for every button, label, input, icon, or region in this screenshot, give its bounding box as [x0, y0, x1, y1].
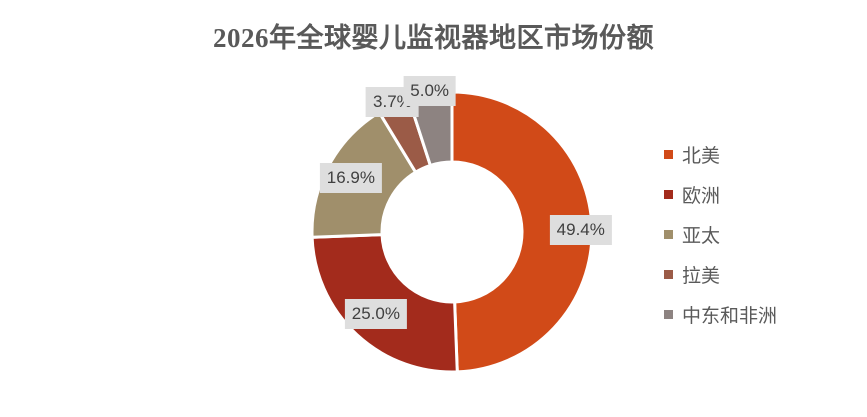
legend-swatch-icon [664, 229, 673, 239]
legend-item[interactable]: 欧洲 [664, 174, 854, 214]
legend-item[interactable]: 中东和非洲 [664, 294, 854, 334]
legend-item-label: 拉美 [682, 265, 721, 287]
legend-item-label: 中东和非洲 [682, 305, 778, 327]
data-label-middle-east-africa: 5.0% [403, 75, 457, 106]
data-label-europe: 25.0% [344, 299, 407, 330]
donut-slice[interactable] [450, 90, 594, 374]
legend-swatch-icon [664, 309, 673, 319]
legend-swatch-icon [664, 269, 673, 279]
data-label-north-america: 49.4% [549, 214, 612, 245]
data-label-asia-pacific: 16.9% [319, 162, 382, 193]
legend-item-label: 亚太 [682, 225, 721, 247]
legend-swatch-icon [664, 149, 673, 159]
chart-title: 2026年全球婴儿监视器地区市场份额 [213, 23, 654, 53]
donut-plot-area: 49.4% 25.0% 16.9% 3.7% 5.0% [252, 72, 652, 402]
legend-swatch-icon [664, 189, 673, 199]
legend-item-label: 欧洲 [682, 185, 721, 207]
chart-legend: 北美欧洲亚太拉美中东和非洲 [664, 134, 854, 334]
legend-item[interactable]: 拉美 [664, 254, 854, 294]
legend-item-label: 北美 [682, 145, 721, 167]
legend-item[interactable]: 亚太 [664, 214, 854, 254]
legend-item[interactable]: 北美 [664, 134, 854, 174]
